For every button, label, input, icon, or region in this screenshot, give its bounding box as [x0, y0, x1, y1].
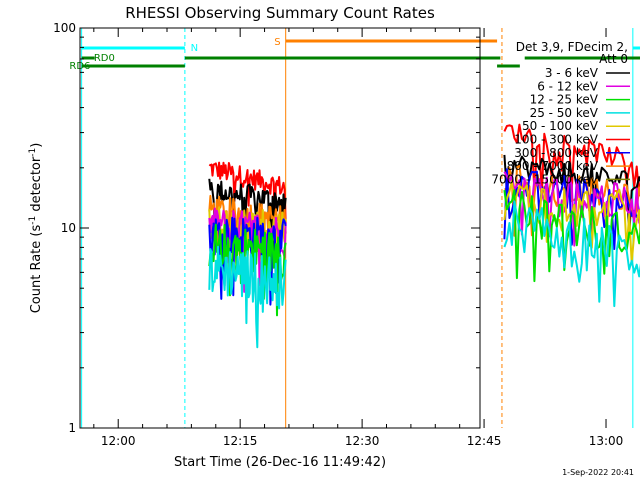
legend-header-line1: Det 3,9, FDecim 2, [516, 40, 628, 54]
legend-entry-label: 300 - 800 keV [514, 146, 598, 160]
series-3-6-kev-seg1 [208, 178, 287, 253]
series-800-7000-kev-seg2 [504, 165, 640, 237]
legend-header-line2: Att 0 [599, 52, 628, 66]
x-tick-label: 13:00 [589, 434, 624, 448]
legend-entry-label: 6 - 12 keV [537, 79, 599, 93]
legend-entry-label: 3 - 6 keV [545, 66, 599, 80]
series-25-50-kev-seg2 [503, 200, 640, 308]
y-tick-label: 10 [61, 221, 76, 235]
x-tick-label: 12:30 [345, 434, 380, 448]
legend-entry-label: 800 - 7000 keV [507, 159, 599, 173]
flag-label-s: S [274, 37, 280, 48]
y-axis-label: Count Rate (s-1 detector-1) [28, 143, 44, 314]
x-axis-label: Start Time (26-Dec-16 11:49:42) [174, 455, 386, 470]
x-tick-label: 12:45 [467, 434, 502, 448]
series-100-300-kev-seg2 [503, 123, 640, 197]
series-800-7000-kev-seg1 [208, 194, 287, 271]
y-tick-label: 100 [53, 21, 76, 35]
series-100-300-kev-seg1 [208, 161, 287, 232]
legend-entry-label: 100 - 300 keV [514, 133, 598, 147]
x-tick-label: 12:15 [223, 434, 258, 448]
series-3-6-kev-seg2 [503, 154, 640, 238]
legend-entry-label: 50 - 100 keV [522, 119, 599, 133]
flag-label-n: N [191, 43, 198, 54]
chart-title: RHESSI Observing Summary Count Rates [125, 4, 435, 22]
series-12-25-kev-seg2 [503, 189, 640, 283]
series-25-50-kev-seg1 [208, 245, 287, 349]
legend-entry-label: 12 - 25 keV [530, 93, 599, 107]
x-tick-label: 12:00 [101, 434, 136, 448]
series-300-800-kev-seg2 [503, 168, 640, 250]
legend-entry-label: 7000 - 15000 keV [491, 172, 598, 186]
flag-label-rd0: RD0 [94, 53, 115, 64]
legend-entry-label: 25 - 50 keV [530, 106, 599, 120]
y-tick-label: 1 [68, 421, 76, 435]
footer-timestamp: 1-Sep-2022 20:41 [562, 468, 634, 477]
